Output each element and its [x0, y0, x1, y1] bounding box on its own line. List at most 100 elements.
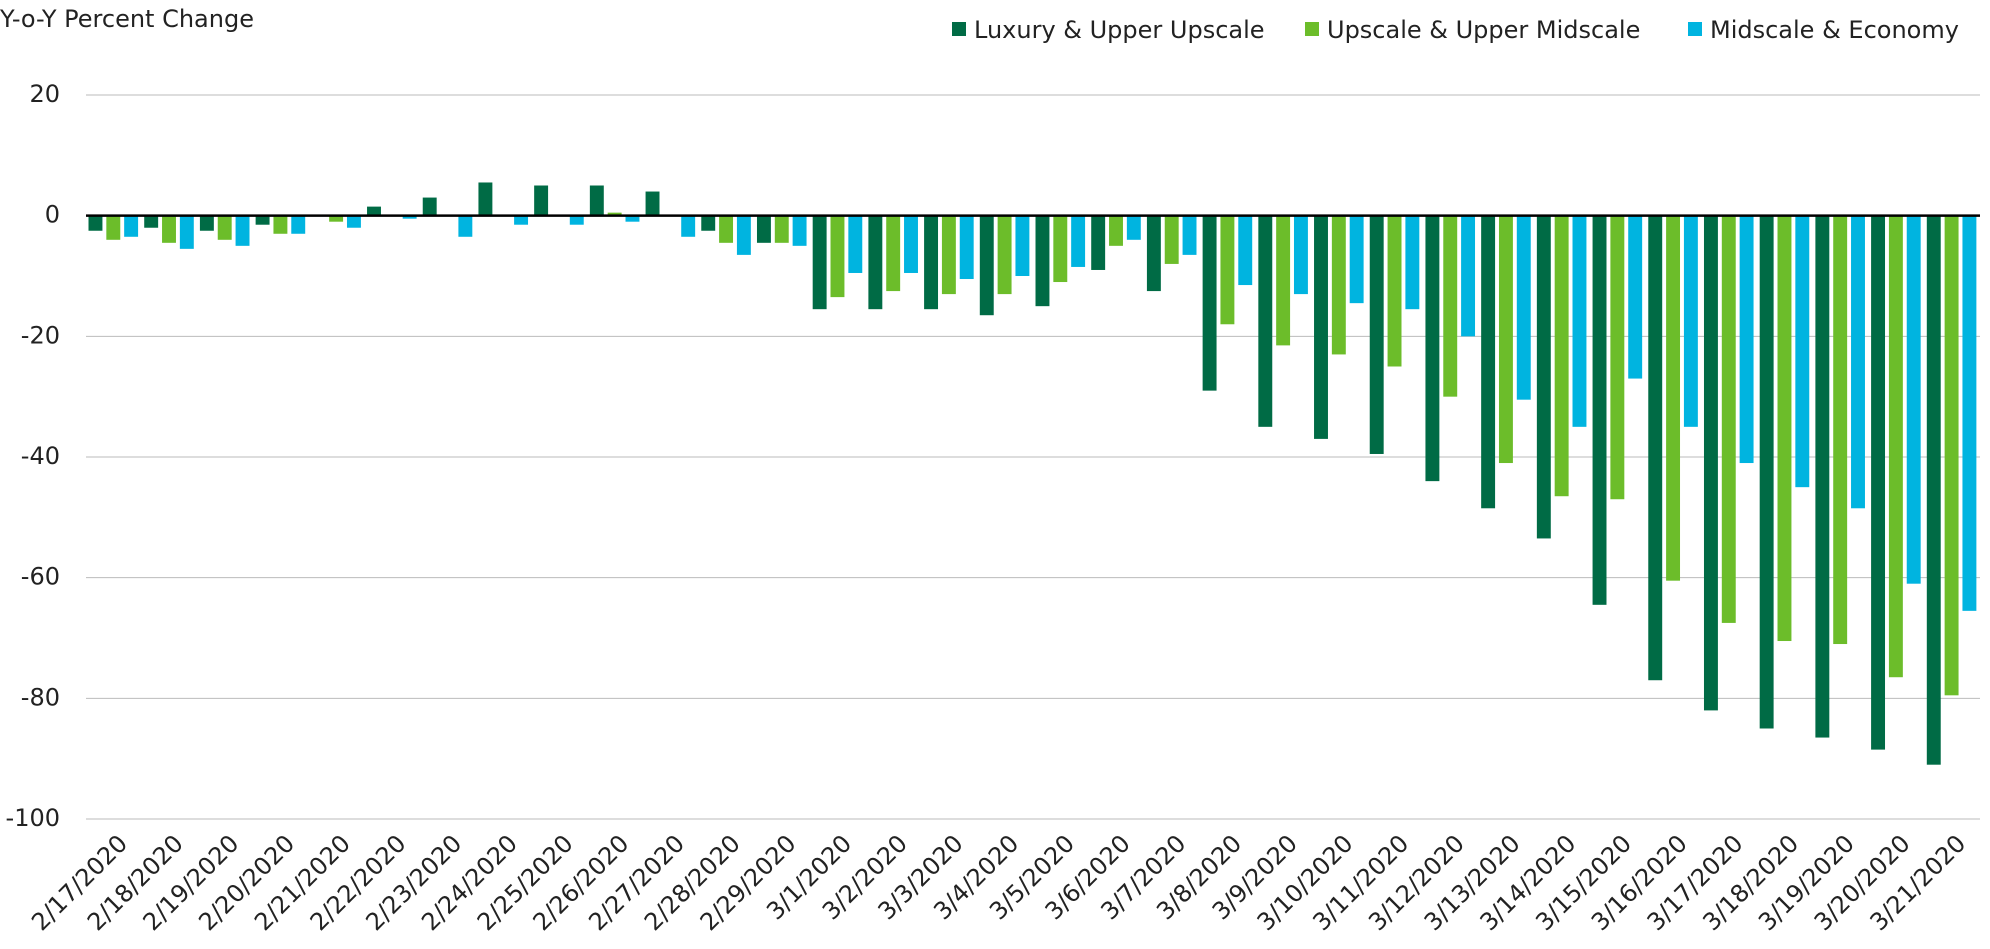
bar [959, 215, 974, 280]
bar [1182, 215, 1197, 255]
y-tick-label: 20 [29, 80, 60, 108]
bar [179, 215, 194, 249]
y-axis-label: Y-o-Y Percent Change [0, 5, 254, 33]
bar [997, 215, 1012, 295]
bar [569, 215, 584, 225]
bar [255, 215, 270, 225]
bar [329, 215, 344, 222]
bar [1759, 215, 1774, 729]
bar [534, 185, 549, 216]
legend-swatch [1688, 22, 1702, 36]
bar [1258, 215, 1273, 427]
bar [1703, 215, 1718, 711]
bar [941, 215, 956, 295]
bar [1109, 215, 1123, 246]
bar [1425, 215, 1440, 482]
bar [1314, 215, 1328, 439]
bar [1202, 215, 1217, 391]
bar [774, 215, 789, 243]
legend-label: Luxury & Upper Upscale [974, 16, 1265, 44]
bar [1015, 215, 1030, 276]
bar [1238, 215, 1253, 286]
bar [1572, 215, 1587, 427]
bar [645, 191, 660, 216]
bar [1146, 215, 1161, 292]
bar [1554, 215, 1569, 497]
bar [1164, 215, 1179, 264]
bar [1592, 215, 1607, 605]
bar [162, 215, 176, 243]
bar [1126, 215, 1141, 240]
bar [144, 215, 159, 228]
bar [273, 215, 288, 234]
y-tick-label: 0 [45, 201, 60, 229]
bar [458, 215, 473, 237]
bar [1461, 215, 1476, 337]
bar [106, 215, 121, 240]
bar [1628, 215, 1643, 379]
legend-swatch [952, 22, 966, 36]
bar [291, 215, 306, 234]
bar [1906, 215, 1921, 584]
bar [1871, 215, 1886, 750]
bar [217, 215, 232, 240]
bar [625, 215, 640, 222]
bar [1666, 215, 1681, 581]
legend-swatch [1305, 22, 1319, 36]
y-tick-label: -60 [21, 563, 60, 591]
bar [346, 215, 361, 228]
bar [514, 215, 529, 225]
bar [1387, 215, 1402, 367]
bar [736, 215, 751, 255]
bar [924, 215, 939, 310]
bar [1777, 215, 1792, 642]
bar [719, 215, 734, 243]
bar [1220, 215, 1235, 325]
bar [589, 185, 604, 216]
bar [1071, 215, 1086, 267]
bar [1369, 215, 1384, 454]
bar [979, 215, 994, 316]
bar [701, 215, 716, 231]
y-tick-label: -80 [21, 683, 60, 711]
bar [868, 215, 883, 310]
bar [402, 215, 417, 219]
bar [1498, 215, 1513, 464]
bar [1405, 215, 1420, 310]
bar [792, 215, 807, 246]
legend-label: Midscale & Economy [1710, 16, 1959, 44]
bar [886, 215, 901, 292]
bar [235, 215, 250, 246]
bar [1721, 215, 1736, 623]
bar [1443, 215, 1458, 397]
bar [1516, 215, 1531, 400]
bar [1331, 215, 1346, 355]
bar [124, 215, 139, 237]
bar [1851, 215, 1865, 509]
bar [1053, 215, 1068, 283]
bar [367, 206, 381, 216]
bar [1683, 215, 1698, 427]
bar [756, 215, 771, 243]
bar [1276, 215, 1291, 346]
y-tick-label: -100 [6, 804, 60, 832]
bar [1610, 215, 1625, 500]
bar [422, 197, 437, 216]
bar [1833, 215, 1848, 645]
bar [1962, 215, 1977, 611]
bar [1739, 215, 1754, 464]
y-tick-label: -20 [21, 321, 60, 349]
bar [1648, 215, 1663, 681]
bar [1795, 215, 1810, 488]
bar [1944, 215, 1959, 696]
bar [1293, 215, 1308, 295]
bar [1926, 215, 1941, 765]
bar [1349, 215, 1364, 304]
y-tick-label: -40 [21, 442, 60, 470]
bar [1536, 215, 1551, 539]
bar [848, 215, 863, 273]
bar [1888, 215, 1903, 678]
bar [199, 215, 214, 231]
bar [1035, 215, 1050, 307]
